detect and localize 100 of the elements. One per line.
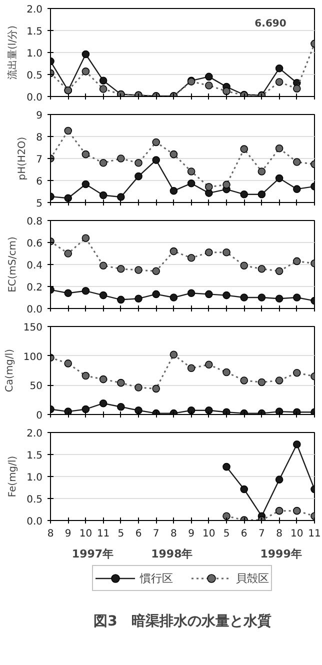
point <box>258 378 266 386</box>
point <box>117 296 125 304</box>
y-tick-label: 2.0 <box>26 428 43 440</box>
point <box>205 290 213 298</box>
y-tick-label: 7 <box>36 154 43 166</box>
y-axis-title: EC(mS/cm) <box>8 236 19 292</box>
point <box>293 440 301 448</box>
y-tick-label: 50 <box>30 381 43 392</box>
point <box>134 266 142 274</box>
point <box>205 182 213 191</box>
point <box>99 191 108 200</box>
x-tick-label: 8 <box>47 528 54 540</box>
point <box>258 168 266 176</box>
y-tick-label: 0.0 <box>26 304 43 316</box>
point <box>64 360 72 368</box>
point <box>293 294 301 302</box>
point <box>152 290 160 298</box>
point <box>275 506 284 515</box>
point <box>187 179 196 188</box>
point <box>82 50 90 58</box>
point <box>99 85 108 93</box>
point <box>117 154 125 162</box>
y-tick-label: 9 <box>36 110 43 122</box>
point <box>293 368 301 377</box>
point <box>117 265 125 273</box>
x-tick-label: 10 <box>290 528 304 540</box>
point <box>99 399 108 408</box>
point <box>240 376 248 384</box>
y-tick-label: 100 <box>23 352 43 363</box>
y-tick-label: 150 <box>23 322 43 334</box>
y-tick-label: 0.6 <box>26 238 43 250</box>
point <box>170 350 178 359</box>
point <box>117 402 125 411</box>
point <box>152 156 160 164</box>
point <box>187 406 196 414</box>
point <box>152 138 160 146</box>
point <box>64 194 72 202</box>
y-tick-label: 0.4 <box>26 260 43 272</box>
point <box>99 76 108 85</box>
point <box>222 291 230 300</box>
x-tick-label: 6 <box>240 528 248 540</box>
point <box>222 180 230 189</box>
x-tick-label: 11 <box>308 528 321 540</box>
caption: 図3 暗渠排水の水量と水質 <box>94 612 272 630</box>
point <box>187 364 196 372</box>
point <box>240 190 248 198</box>
point <box>170 247 178 256</box>
point <box>275 174 284 182</box>
legend-label: 慣行区 <box>140 570 173 586</box>
point <box>222 368 230 376</box>
x-tick-label: 5 <box>118 528 124 540</box>
x-tick-label: 5 <box>223 528 230 540</box>
point <box>240 294 248 302</box>
y-tick-label: 0.5 <box>26 494 43 506</box>
point <box>134 406 142 414</box>
point <box>170 150 178 158</box>
x-tick-label: 10 <box>79 528 92 540</box>
y-tick-label: 1.0 <box>26 472 43 484</box>
x-tick-label: 8 <box>170 528 177 540</box>
point <box>222 248 230 256</box>
y-tick-label: 0 <box>36 410 43 422</box>
x-tick-label: 11 <box>96 528 110 540</box>
point <box>82 180 90 188</box>
point <box>82 68 90 76</box>
y-axis-title: Fe(mg/l) <box>8 456 19 498</box>
point <box>64 126 72 135</box>
point <box>170 186 178 195</box>
point <box>82 405 90 414</box>
point <box>64 289 72 297</box>
point <box>152 267 160 275</box>
point <box>187 289 196 297</box>
point <box>170 294 178 302</box>
point <box>293 185 301 193</box>
legend-label: 貝殻区 <box>236 570 269 586</box>
point <box>240 145 248 153</box>
point <box>222 408 230 414</box>
point <box>64 408 72 414</box>
y-tick-label: 1.5 <box>26 450 43 462</box>
y-tick-label: 0.5 <box>26 70 43 82</box>
point <box>293 158 301 166</box>
point <box>293 506 301 515</box>
text: 1998年 <box>151 548 193 560</box>
x-tick-label: 7 <box>258 528 265 540</box>
point <box>205 248 213 256</box>
y-axis-title: pH(H2O) <box>17 136 28 180</box>
point <box>258 190 266 198</box>
point <box>187 168 196 176</box>
point <box>117 378 125 387</box>
point <box>205 360 213 369</box>
y-tick-label: 0.8 <box>26 216 43 228</box>
point <box>275 408 284 414</box>
annotation: 6.690 <box>254 18 286 30</box>
point <box>240 262 248 270</box>
y-tick-label: 1.0 <box>26 48 43 60</box>
y-tick-label: 6 <box>36 176 43 188</box>
text: 1999年 <box>260 548 302 560</box>
point <box>152 384 160 393</box>
y-tick-label: 0.0 <box>26 92 43 104</box>
point <box>275 294 284 302</box>
x-tick-label: 10 <box>202 528 216 540</box>
